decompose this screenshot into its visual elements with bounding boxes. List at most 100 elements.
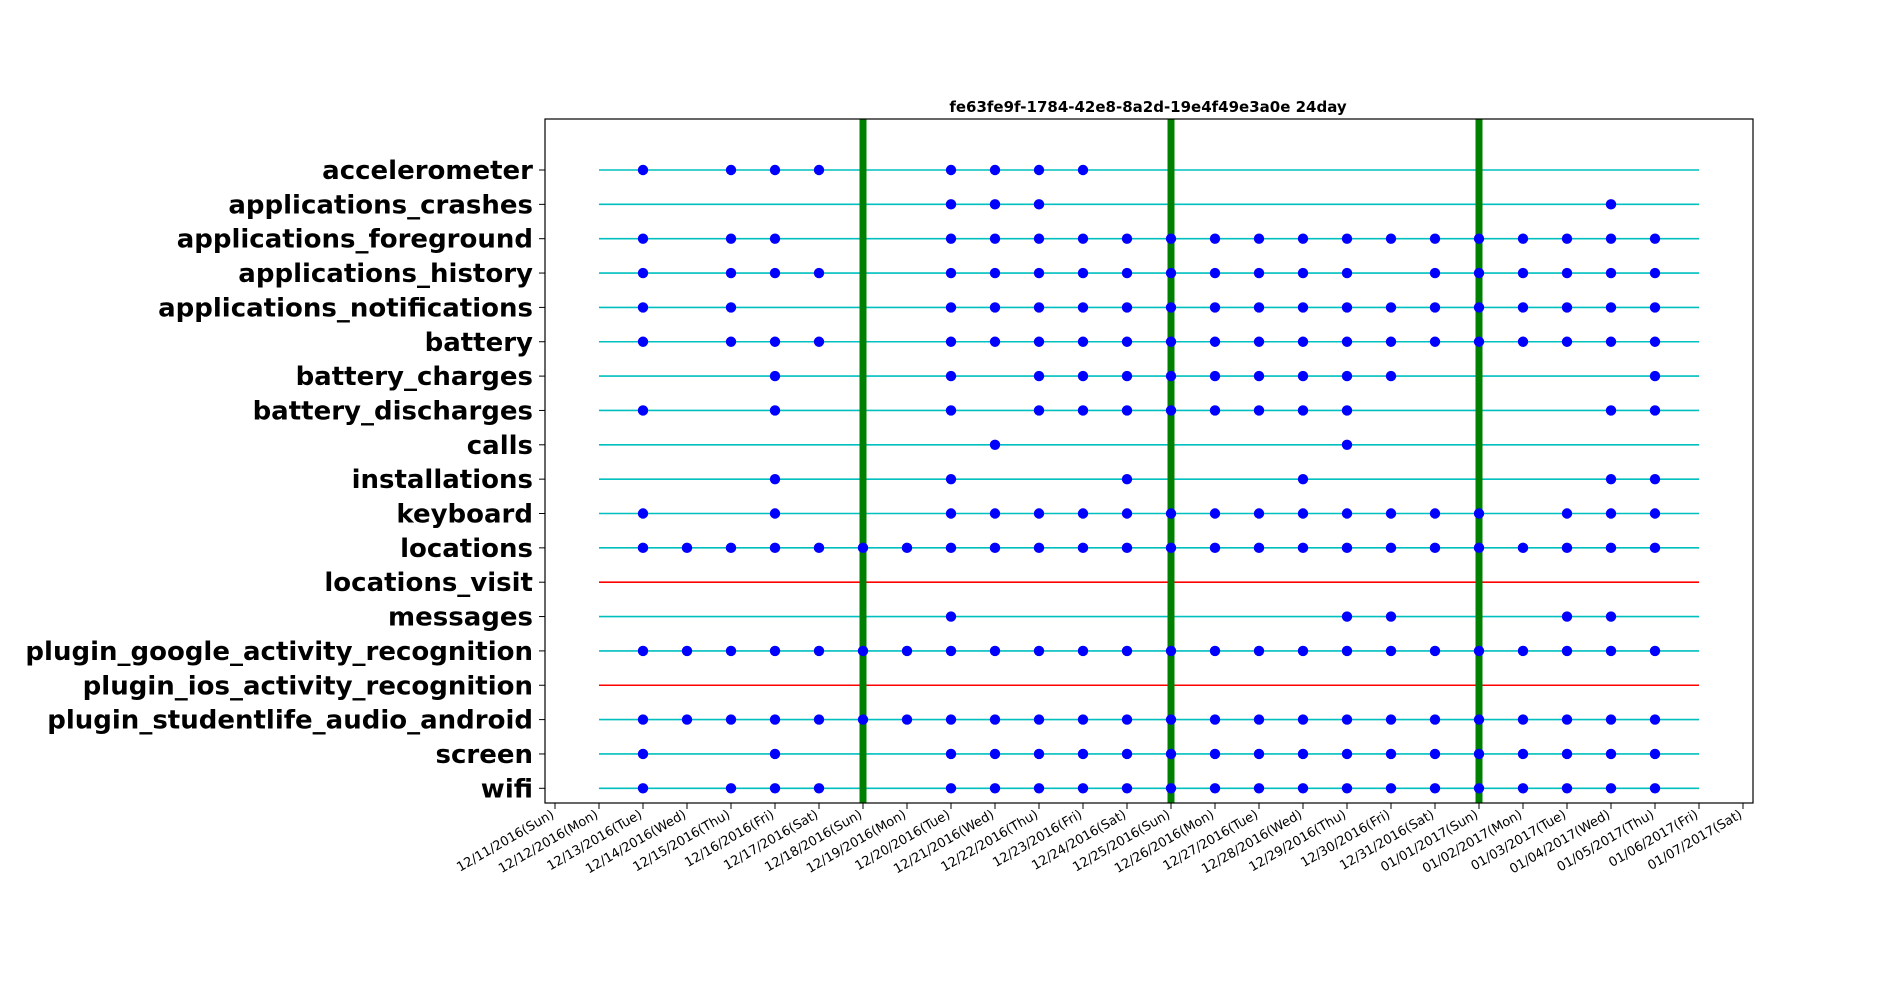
data-point xyxy=(989,714,1001,725)
data-point xyxy=(1429,714,1441,725)
data-point xyxy=(1341,439,1353,450)
y-tick-label-locations: locations xyxy=(400,534,533,564)
data-point xyxy=(1341,611,1353,622)
data-point xyxy=(1649,748,1661,760)
data-point xyxy=(945,473,957,485)
data-point xyxy=(945,405,957,416)
data-point xyxy=(1605,611,1617,622)
data-point xyxy=(1341,783,1353,794)
data-point xyxy=(989,164,1001,176)
data-point xyxy=(857,714,869,725)
y-tick-label-wifi: wifi xyxy=(481,774,533,804)
data-point xyxy=(1605,645,1617,657)
data-point xyxy=(1429,302,1441,313)
data-point xyxy=(1033,748,1045,760)
data-point xyxy=(1385,645,1397,657)
data-point xyxy=(989,267,1001,279)
data-point xyxy=(1385,542,1397,554)
data-point xyxy=(1121,405,1133,416)
data-point xyxy=(813,645,825,657)
data-point xyxy=(725,783,737,794)
y-tick-label-battery_charges: battery_charges xyxy=(296,362,533,392)
data-point xyxy=(637,714,649,725)
y-tick-label-plugin_google_activity_recognition: plugin_google_activity_recognition xyxy=(25,637,533,667)
data-point xyxy=(1649,302,1661,313)
data-point xyxy=(945,748,957,760)
data-point xyxy=(725,233,737,244)
data-point xyxy=(901,714,913,725)
y-tick-label-keyboard: keyboard xyxy=(396,500,533,530)
data-point xyxy=(637,267,649,279)
data-point xyxy=(1121,302,1133,313)
data-point xyxy=(1473,783,1485,794)
data-point xyxy=(1473,748,1485,760)
data-point xyxy=(769,714,781,725)
data-point xyxy=(1209,405,1221,416)
data-point xyxy=(1649,405,1661,416)
data-point xyxy=(1561,542,1573,554)
data-point xyxy=(1253,370,1265,382)
data-point xyxy=(1121,267,1133,279)
data-point xyxy=(1385,714,1397,725)
data-point xyxy=(1209,233,1221,244)
data-point xyxy=(1297,267,1309,279)
data-point xyxy=(1561,508,1573,519)
data-point xyxy=(769,233,781,244)
data-point xyxy=(1033,783,1045,794)
data-point xyxy=(1253,302,1265,313)
y-tick-label-applications_notifications: applications_notifications xyxy=(158,293,533,323)
data-point xyxy=(1341,645,1353,657)
data-point xyxy=(769,508,781,519)
data-point xyxy=(1209,748,1221,760)
data-point xyxy=(1341,542,1353,554)
data-point xyxy=(769,164,781,176)
data-point xyxy=(1209,267,1221,279)
data-point xyxy=(769,473,781,485)
data-point xyxy=(989,439,1001,450)
data-point xyxy=(637,748,649,760)
data-point xyxy=(1473,645,1485,657)
y-tick-label-plugin_ios_activity_recognition: plugin_ios_activity_recognition xyxy=(83,671,533,701)
data-point xyxy=(1517,783,1529,794)
data-point xyxy=(1429,542,1441,554)
data-point xyxy=(1297,473,1309,485)
data-point xyxy=(1077,336,1089,347)
data-point xyxy=(1165,783,1177,794)
data-point xyxy=(1649,370,1661,382)
data-point xyxy=(1121,714,1133,725)
data-point xyxy=(1209,645,1221,657)
data-point xyxy=(945,783,957,794)
data-point xyxy=(945,714,957,725)
y-tick-label-locations_visit: locations_visit xyxy=(324,568,533,598)
data-point xyxy=(1385,233,1397,244)
data-point xyxy=(1253,267,1265,279)
data-point xyxy=(1473,267,1485,279)
data-point xyxy=(1297,542,1309,554)
data-point xyxy=(1077,714,1089,725)
data-point xyxy=(1253,748,1265,760)
data-point xyxy=(945,645,957,657)
y-tick-label-screen: screen xyxy=(436,740,534,770)
data-point xyxy=(1429,267,1441,279)
data-point xyxy=(1649,714,1661,725)
data-point xyxy=(1297,714,1309,725)
data-point xyxy=(1561,336,1573,347)
data-point xyxy=(1605,508,1617,519)
y-tick-label-applications_crashes: applications_crashes xyxy=(228,190,533,220)
data-point xyxy=(1253,645,1265,657)
y-tick-label-applications_foreground: applications_foreground xyxy=(177,225,533,255)
data-point xyxy=(1077,783,1089,794)
data-point xyxy=(1561,783,1573,794)
data-point xyxy=(1033,508,1045,519)
data-point xyxy=(1033,370,1045,382)
data-point xyxy=(1209,714,1221,725)
data-point xyxy=(637,783,649,794)
data-point xyxy=(1385,336,1397,347)
data-point xyxy=(1517,645,1529,657)
data-point xyxy=(989,783,1001,794)
data-point xyxy=(1165,302,1177,313)
data-point xyxy=(901,542,913,554)
data-point xyxy=(1077,302,1089,313)
data-point xyxy=(1077,748,1089,760)
